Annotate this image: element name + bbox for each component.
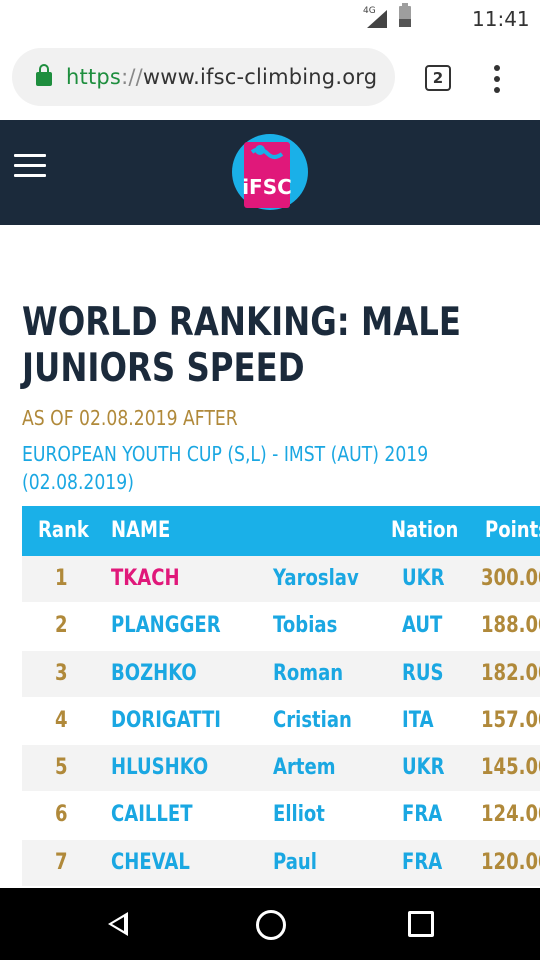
ranking-table: Rank NAME Nation Points 1 TKACH Yaroslav UK… bbox=[22, 506, 540, 888]
table-row[interactable]: 2 PLANGGER Tobias AUT 188.00 bbox=[22, 603, 540, 651]
nation-cell: ITA bbox=[402, 707, 434, 733]
first-name-cell: Cristian bbox=[273, 707, 352, 733]
table-row[interactable]: 7 CHEVAL Paul FRA 120.00 bbox=[22, 839, 540, 888]
first-name-cell: Tobias bbox=[273, 613, 338, 639]
table-row[interactable]: 6 CAILLET Elliot FRA 124.00 bbox=[22, 792, 540, 840]
url-separator: :// bbox=[121, 65, 143, 89]
back-triangle-icon[interactable] bbox=[108, 912, 128, 936]
status-bar: 4G 11:41 bbox=[0, 0, 540, 38]
url-host: www.ifsc-climbing.org bbox=[142, 65, 378, 89]
nation-cell: AUT bbox=[402, 613, 443, 639]
rank-cell: 3 bbox=[55, 660, 68, 686]
last-name-cell[interactable]: HLUSHKO bbox=[111, 755, 209, 781]
last-name-cell[interactable]: BOZHKO bbox=[111, 660, 197, 686]
logo-text: iFSC bbox=[242, 175, 292, 199]
ranking-date: AS OF 02.08.2019 AFTER bbox=[22, 406, 238, 430]
points-cell: 157.00 bbox=[481, 707, 540, 733]
page-title-line2: JUNIORS SPEED bbox=[22, 346, 305, 391]
first-name-cell: Roman bbox=[273, 660, 344, 686]
lock-icon bbox=[36, 64, 52, 86]
battery-icon bbox=[399, 3, 411, 27]
points-cell: 188.00 bbox=[481, 613, 540, 639]
nation-cell: RUS bbox=[402, 660, 444, 686]
browser-toolbar: https://www.ifsc-climbing.org 2 bbox=[0, 38, 540, 120]
table-row[interactable]: 1 TKACH Yaroslav UKR 300.00 bbox=[22, 556, 540, 604]
nation-cell: UKR bbox=[402, 566, 445, 591]
first-name-cell: Artem bbox=[273, 755, 336, 781]
hamburger-icon[interactable] bbox=[14, 154, 46, 178]
points-cell: 145.00 bbox=[481, 755, 540, 781]
rank-cell: 6 bbox=[55, 802, 68, 828]
last-name-cell[interactable]: TKACH bbox=[111, 566, 180, 591]
points-cell: 124.00 bbox=[481, 802, 540, 828]
page-title: WORLD RANKING: MALE JUNIORS SPEED bbox=[22, 300, 461, 392]
header-rank[interactable]: Rank bbox=[38, 518, 89, 543]
first-name-cell: Paul bbox=[273, 849, 317, 875]
table-row[interactable]: 5 HLUSHKO Artem UKR 145.00 bbox=[22, 745, 540, 793]
first-name-cell: Elliot bbox=[273, 802, 325, 828]
nation-cell: FRA bbox=[402, 849, 443, 875]
last-name-cell[interactable]: DORIGATTI bbox=[111, 707, 222, 733]
table-body: 1 TKACH Yaroslav UKR 300.00 2 PLANGGER Tobias AU… bbox=[22, 556, 540, 888]
header-points[interactable]: Points bbox=[485, 518, 540, 543]
header-nation[interactable]: Nation bbox=[391, 518, 459, 543]
points-cell: 300.00 bbox=[481, 566, 540, 591]
page-title-line1: WORLD RANKING: MALE bbox=[22, 300, 461, 345]
ranking-event-link[interactable]: EUROPEAN YOUTH CUP (S,L) - IMST (AUT) 20… bbox=[22, 442, 429, 494]
rank-cell: 4 bbox=[55, 707, 68, 733]
ifsc-logo[interactable]: iFSC bbox=[222, 132, 318, 212]
site-header: iFSC bbox=[0, 120, 540, 225]
kebab-menu-icon[interactable] bbox=[494, 65, 500, 93]
url-scheme: https bbox=[66, 65, 122, 89]
header-name[interactable]: NAME bbox=[111, 518, 171, 543]
rank-cell: 2 bbox=[55, 613, 68, 639]
rank-cell: 5 bbox=[55, 755, 68, 781]
rank-cell: 1 bbox=[55, 566, 68, 591]
points-cell: 120.00 bbox=[481, 849, 540, 875]
system-nav-bar bbox=[0, 888, 540, 960]
nation-cell: UKR bbox=[402, 755, 445, 781]
home-circle-icon[interactable] bbox=[256, 910, 286, 940]
signal-icon bbox=[367, 10, 387, 28]
recents-square-icon[interactable] bbox=[408, 911, 434, 937]
address-bar[interactable]: https://www.ifsc-climbing.org bbox=[12, 48, 395, 106]
clock: 11:41 bbox=[472, 7, 530, 31]
last-name-cell[interactable]: CAILLET bbox=[111, 802, 193, 828]
rank-cell: 7 bbox=[55, 849, 68, 875]
last-name-cell[interactable]: PLANGGER bbox=[111, 613, 221, 639]
table-row[interactable]: 3 BOZHKO Roman RUS 182.00 bbox=[22, 650, 540, 698]
nation-cell: FRA bbox=[402, 802, 443, 828]
last-name-cell[interactable]: CHEVAL bbox=[111, 849, 190, 875]
table-row[interactable]: 4 DORIGATTI Cristian ITA 157.00 bbox=[22, 697, 540, 746]
table-header: Rank NAME Nation Points bbox=[22, 506, 540, 556]
points-cell: 182.00 bbox=[481, 660, 540, 686]
first-name-cell: Yaroslav bbox=[273, 566, 359, 591]
tab-switcher-button[interactable]: 2 bbox=[425, 65, 451, 91]
url-text[interactable]: https://www.ifsc-climbing.org bbox=[66, 65, 377, 89]
